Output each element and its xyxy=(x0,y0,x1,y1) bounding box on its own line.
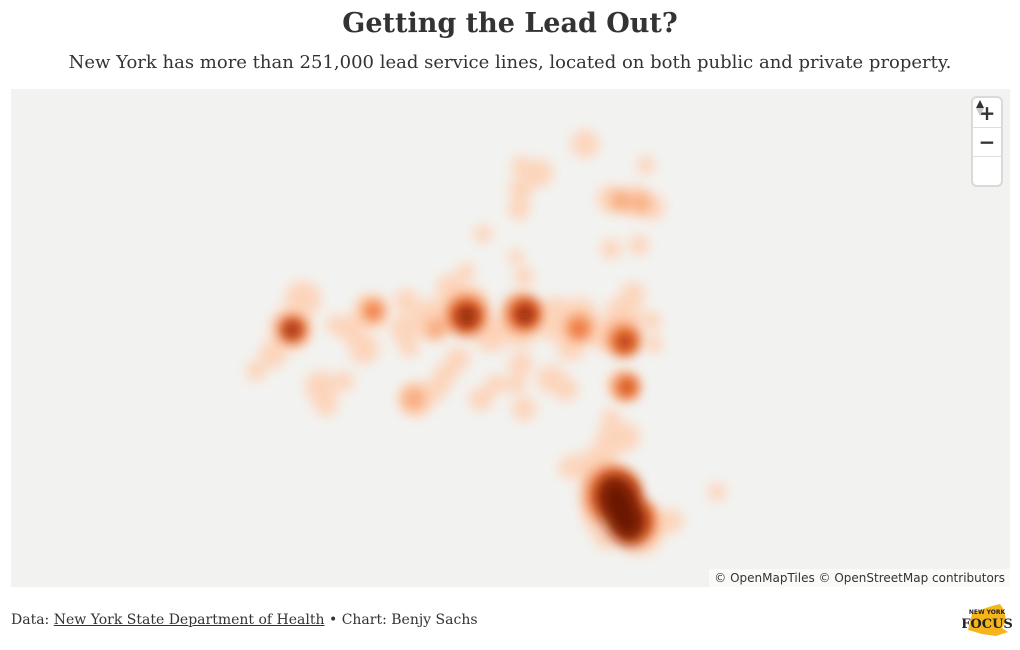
compass-icon xyxy=(976,100,984,116)
page-subtitle: New York has more than 251,000 lead serv… xyxy=(68,52,952,73)
page-title: Getting the Lead Out? xyxy=(342,8,678,39)
footer-separator: • xyxy=(328,612,338,628)
chart-credit: Chart: Benjy Sachs xyxy=(341,612,478,628)
heatmap-layer xyxy=(246,130,726,555)
footer-credits: Data: New York State Department of Healt… xyxy=(11,612,478,628)
heatmap-map[interactable]: + − © OpenMapTiles © OpenStreetMap contr… xyxy=(11,89,1010,587)
heat-layer-light xyxy=(246,130,726,555)
logo-text-line2: FOCUS xyxy=(962,617,1012,632)
logo-icon: NEW YORK FOCUS xyxy=(961,604,1013,636)
data-prefix: Data: xyxy=(11,612,50,628)
new-york-focus-logo: NEW YORK FOCUS xyxy=(961,600,1013,638)
reset-north-button[interactable] xyxy=(973,100,1001,185)
zoom-out-button[interactable]: − xyxy=(973,127,1001,156)
data-source-link[interactable]: New York State Department of Health xyxy=(53,612,325,628)
logo-text-line1: NEW YORK xyxy=(969,609,1006,616)
map-attribution[interactable]: © OpenMapTiles © OpenStreetMap contribut… xyxy=(709,569,1010,587)
zoom-control: + − xyxy=(973,98,1001,185)
heat-layer-core xyxy=(286,309,642,542)
